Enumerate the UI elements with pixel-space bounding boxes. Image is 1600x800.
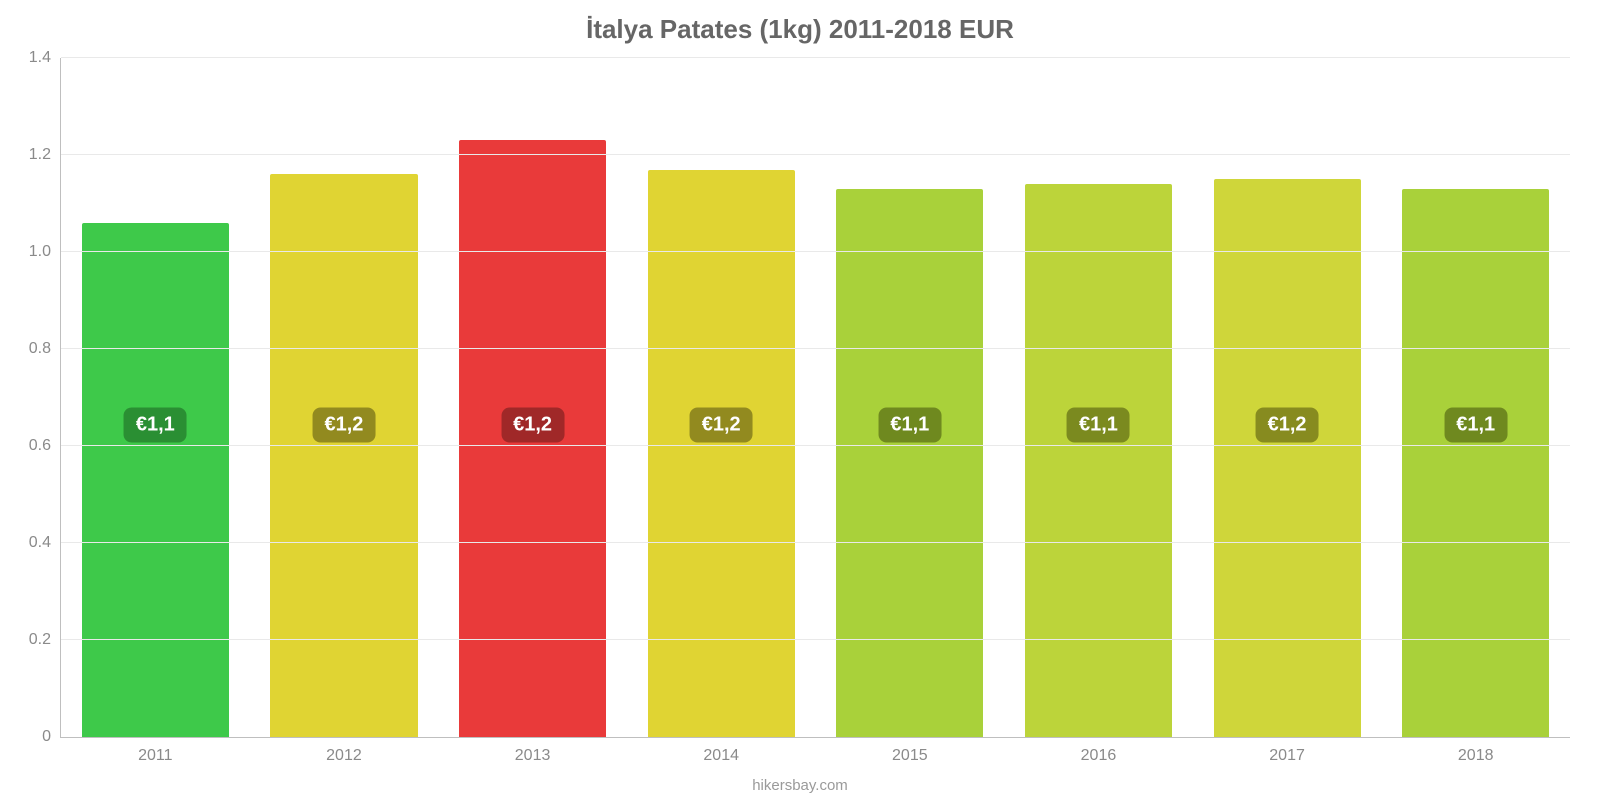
- value-badge: €1,2: [501, 407, 564, 442]
- gridline: [61, 57, 1570, 58]
- x-axis-tick-label: 2013: [438, 737, 627, 765]
- bar-slot: 2014€1,2: [627, 58, 816, 737]
- chart-title: İtalya Patates (1kg) 2011-2018 EUR: [0, 14, 1600, 45]
- chart-container: İtalya Patates (1kg) 2011-2018 EUR 2011€…: [0, 0, 1600, 800]
- x-axis-tick-label: 2011: [61, 737, 250, 765]
- x-axis-tick-label: 2015: [816, 737, 1005, 765]
- bar-slot: 2011€1,1: [61, 58, 250, 737]
- plot-area: 2011€1,12012€1,22013€1,22014€1,22015€1,1…: [60, 58, 1570, 738]
- gridline: [61, 251, 1570, 252]
- bar-slot: 2012€1,2: [250, 58, 439, 737]
- gridline: [61, 542, 1570, 543]
- bar-slot: 2017€1,2: [1193, 58, 1382, 737]
- bar: [270, 174, 417, 737]
- credit-text: hikersbay.com: [0, 777, 1600, 794]
- bar-slot: 2016€1,1: [1004, 58, 1193, 737]
- value-badge: €1,1: [878, 407, 941, 442]
- value-badge: €1,1: [1444, 407, 1507, 442]
- gridline: [61, 348, 1570, 349]
- value-badge: €1,2: [690, 407, 753, 442]
- bar: [836, 189, 983, 737]
- y-axis-tick-label: 0.2: [29, 631, 61, 649]
- bar: [648, 170, 795, 737]
- bar-slot: 2018€1,1: [1381, 58, 1570, 737]
- gridline: [61, 639, 1570, 640]
- x-axis-tick-label: 2018: [1381, 737, 1570, 765]
- bar-slot: 2013€1,2: [438, 58, 627, 737]
- bar: [1214, 179, 1361, 737]
- bars-row: 2011€1,12012€1,22013€1,22014€1,22015€1,1…: [61, 58, 1570, 737]
- bar: [82, 223, 229, 737]
- y-axis-tick-label: 0.6: [29, 437, 61, 455]
- y-axis-tick-label: 1.4: [29, 49, 61, 67]
- bar: [1025, 184, 1172, 737]
- y-axis-tick-label: 1.0: [29, 243, 61, 261]
- bar-slot: 2015€1,1: [816, 58, 1005, 737]
- x-axis-tick-label: 2012: [250, 737, 439, 765]
- value-badge: €1,1: [1067, 407, 1130, 442]
- y-axis-tick-label: 0.4: [29, 534, 61, 552]
- x-axis-tick-label: 2014: [627, 737, 816, 765]
- bar: [1402, 189, 1549, 737]
- value-badge: €1,2: [312, 407, 375, 442]
- x-axis-tick-label: 2017: [1193, 737, 1382, 765]
- gridline: [61, 154, 1570, 155]
- x-axis-tick-label: 2016: [1004, 737, 1193, 765]
- y-axis-tick-label: 0.8: [29, 340, 61, 358]
- y-axis-tick-label: 1.2: [29, 146, 61, 164]
- gridline: [61, 445, 1570, 446]
- value-badge: €1,2: [1256, 407, 1319, 442]
- y-axis-tick-label: 0: [42, 728, 61, 746]
- value-badge: €1,1: [124, 407, 187, 442]
